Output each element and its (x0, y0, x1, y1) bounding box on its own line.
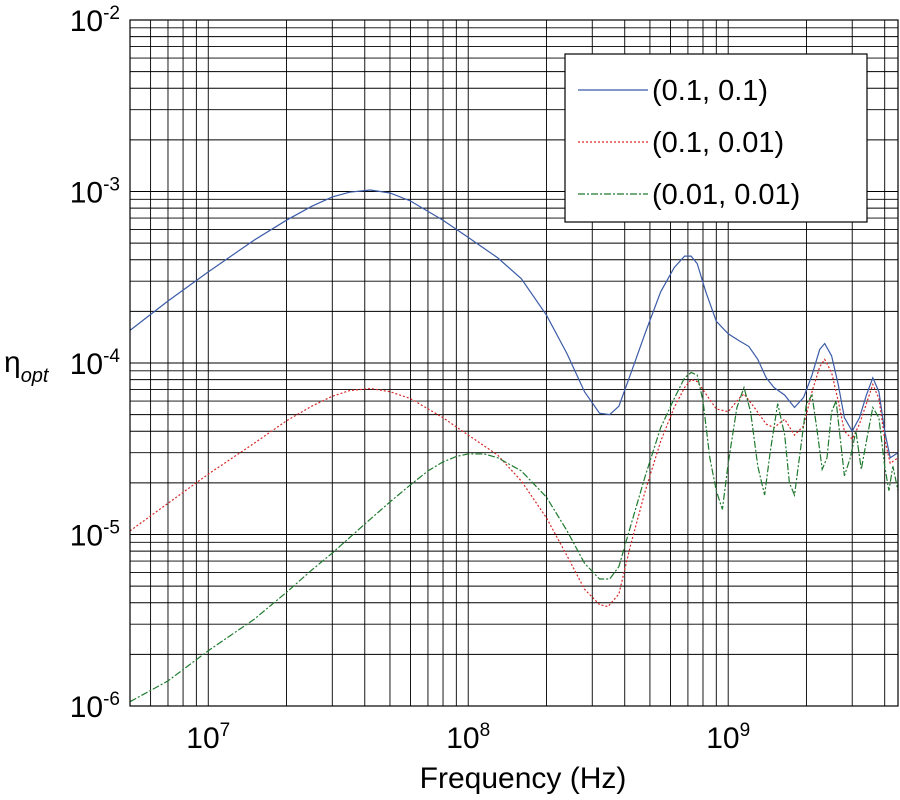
y-tick-label: 10-5 (70, 518, 120, 553)
y-axis-title-subscript: opt (21, 365, 50, 387)
plot-frame (129, 19, 899, 707)
y-tick-label: 10-4 (70, 346, 121, 381)
x-tick-labels: 107 108 109 (186, 720, 750, 755)
legend-box (564, 53, 868, 223)
legend-label-2: (0.1, 0.01) (652, 127, 784, 159)
x-tick-label: 108 (446, 720, 490, 755)
y-tick-labels: 10-6 10-5 10-4 10-3 10-2 (70, 3, 121, 724)
legend-label-1: (0.1, 0.1) (652, 75, 768, 107)
x-tick-label: 109 (706, 720, 750, 755)
legend-items: (0.1, 0.1) (0.1, 0.01) (0.01, 0.01) (578, 75, 800, 211)
legend-label-3: (0.01, 0.01) (652, 179, 800, 211)
y-tick-label: 10-3 (70, 175, 120, 210)
series-layer (129, 189, 899, 703)
x-tick-label: 107 (186, 720, 230, 755)
series-line-1 (129, 189, 899, 459)
y-tick-label: 10-2 (70, 3, 120, 38)
series-line-3 (129, 371, 899, 703)
grid-lines (130, 20, 898, 706)
y-tick-label: 10-6 (70, 689, 120, 724)
y-axis-title-main: η (4, 346, 21, 379)
legend: (0.1, 0.1) (0.1, 0.01) (0.01, 0.01) (564, 53, 868, 223)
y-axis-title: ηopt (4, 346, 50, 387)
x-axis-title: Frequency (Hz) (420, 762, 627, 795)
